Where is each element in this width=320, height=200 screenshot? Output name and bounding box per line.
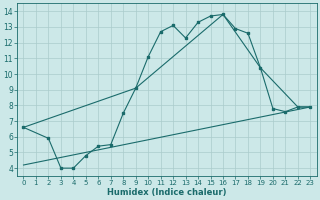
X-axis label: Humidex (Indice chaleur): Humidex (Indice chaleur) [107,188,227,197]
